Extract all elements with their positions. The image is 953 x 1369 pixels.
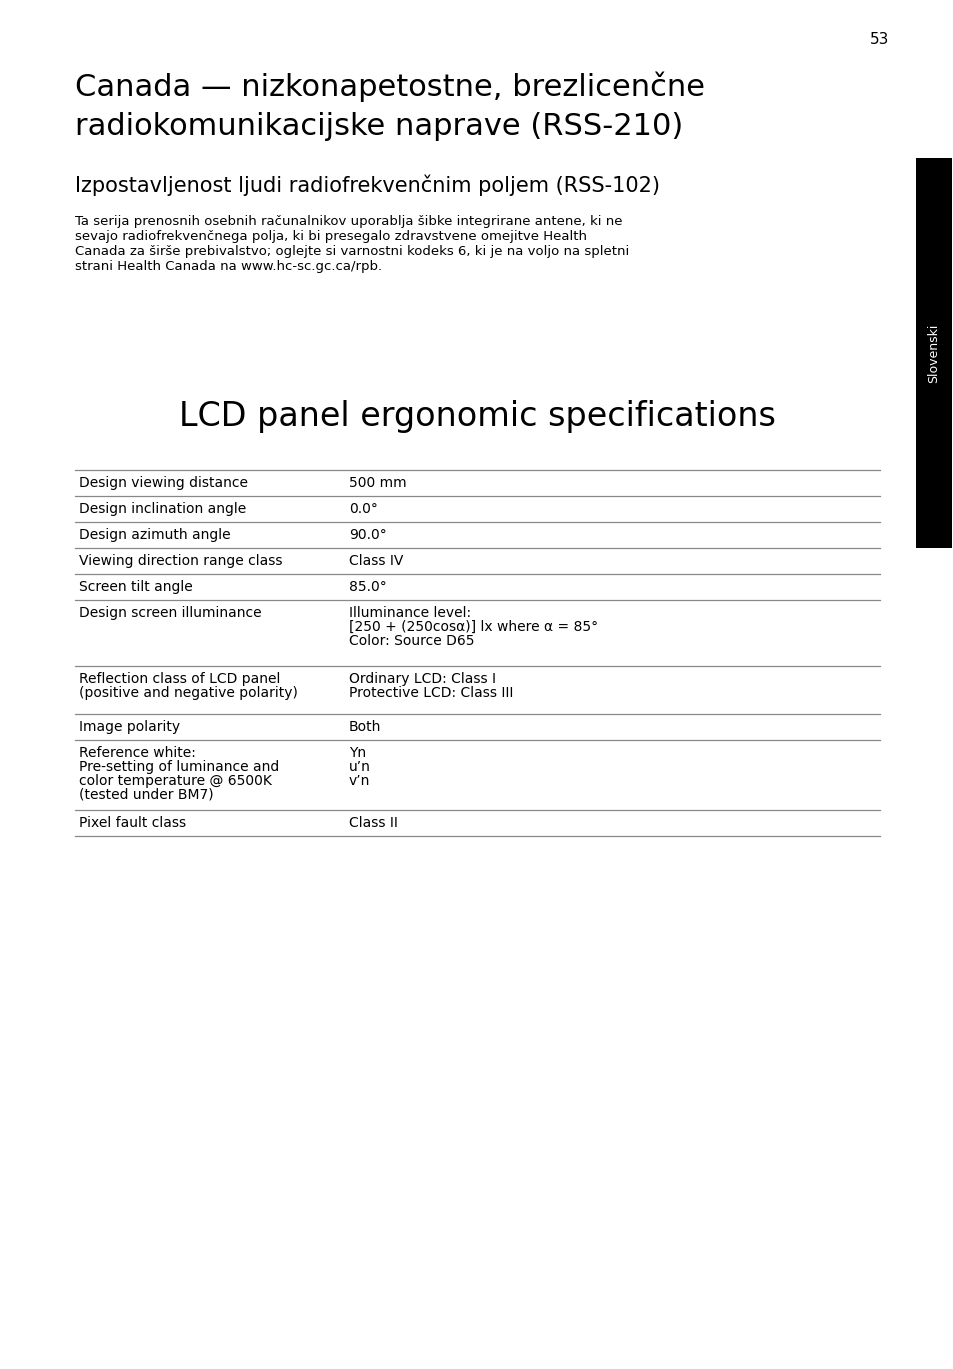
Text: Viewing direction range class: Viewing direction range class [79, 554, 282, 568]
Text: Canada — nizkonapetostne, brezlicenčne: Canada — nizkonapetostne, brezlicenčne [75, 73, 704, 103]
Text: Canada za širše prebivalstvo; oglejte si varnostni kodeks 6, ki je na voljo na s: Canada za širše prebivalstvo; oglejte si… [75, 245, 629, 257]
Text: Reference white:: Reference white: [79, 746, 195, 760]
Text: Slovenski: Slovenski [926, 323, 940, 383]
Text: Protective LCD: Class III: Protective LCD: Class III [349, 686, 513, 700]
Text: Class IV: Class IV [349, 554, 403, 568]
Text: [250 + (250cosα)] lx where α = 85°: [250 + (250cosα)] lx where α = 85° [349, 620, 598, 634]
Text: radiokomunikacijske naprave (RSS-210): radiokomunikacijske naprave (RSS-210) [75, 112, 682, 141]
Text: (tested under BM7): (tested under BM7) [79, 789, 213, 802]
Text: Image polarity: Image polarity [79, 720, 180, 734]
Text: Both: Both [349, 720, 381, 734]
Text: Pixel fault class: Pixel fault class [79, 816, 186, 830]
Text: 500 mm: 500 mm [349, 476, 406, 490]
Text: 53: 53 [869, 31, 888, 47]
Text: LCD panel ergonomic specifications: LCD panel ergonomic specifications [178, 400, 775, 433]
Text: v’n: v’n [349, 773, 370, 789]
Text: Pre-setting of luminance and: Pre-setting of luminance and [79, 760, 279, 773]
Text: Ordinary LCD: Class I: Ordinary LCD: Class I [349, 672, 496, 686]
Text: color temperature @ 6500K: color temperature @ 6500K [79, 773, 272, 789]
Text: Design azimuth angle: Design azimuth angle [79, 528, 231, 542]
Bar [915, 157, 951, 548]
Text: Color: Source D65: Color: Source D65 [349, 634, 474, 648]
Text: Design viewing distance: Design viewing distance [79, 476, 248, 490]
Text: Reflection class of LCD panel: Reflection class of LCD panel [79, 672, 280, 686]
Text: sevajo radiofrekvenčnega polja, ki bi presegalo zdravstvene omejitve Health: sevajo radiofrekvenčnega polja, ki bi pr… [75, 230, 586, 244]
Text: Ta serija prenosnih osebnih računalnikov uporablja šibke integrirane antene, ki : Ta serija prenosnih osebnih računalnikov… [75, 215, 622, 229]
Text: (positive and negative polarity): (positive and negative polarity) [79, 686, 297, 700]
Text: 90.0°: 90.0° [349, 528, 386, 542]
Text: 0.0°: 0.0° [349, 502, 377, 516]
Text: Class II: Class II [349, 816, 397, 830]
Text: Izpostavljenost ljudi radiofrekvenčnim poljem (RSS-102): Izpostavljenost ljudi radiofrekvenčnim p… [75, 175, 659, 197]
Text: Illuminance level:: Illuminance level: [349, 606, 471, 620]
Text: 85.0°: 85.0° [349, 580, 386, 594]
Text: Design inclination angle: Design inclination angle [79, 502, 246, 516]
Text: u’n: u’n [349, 760, 371, 773]
Text: Design screen illuminance: Design screen illuminance [79, 606, 261, 620]
Text: strani Health Canada na www.hc-sc.gc.ca/rpb.: strani Health Canada na www.hc-sc.gc.ca/… [75, 260, 382, 272]
Text: Yn: Yn [349, 746, 366, 760]
Text: Screen tilt angle: Screen tilt angle [79, 580, 193, 594]
